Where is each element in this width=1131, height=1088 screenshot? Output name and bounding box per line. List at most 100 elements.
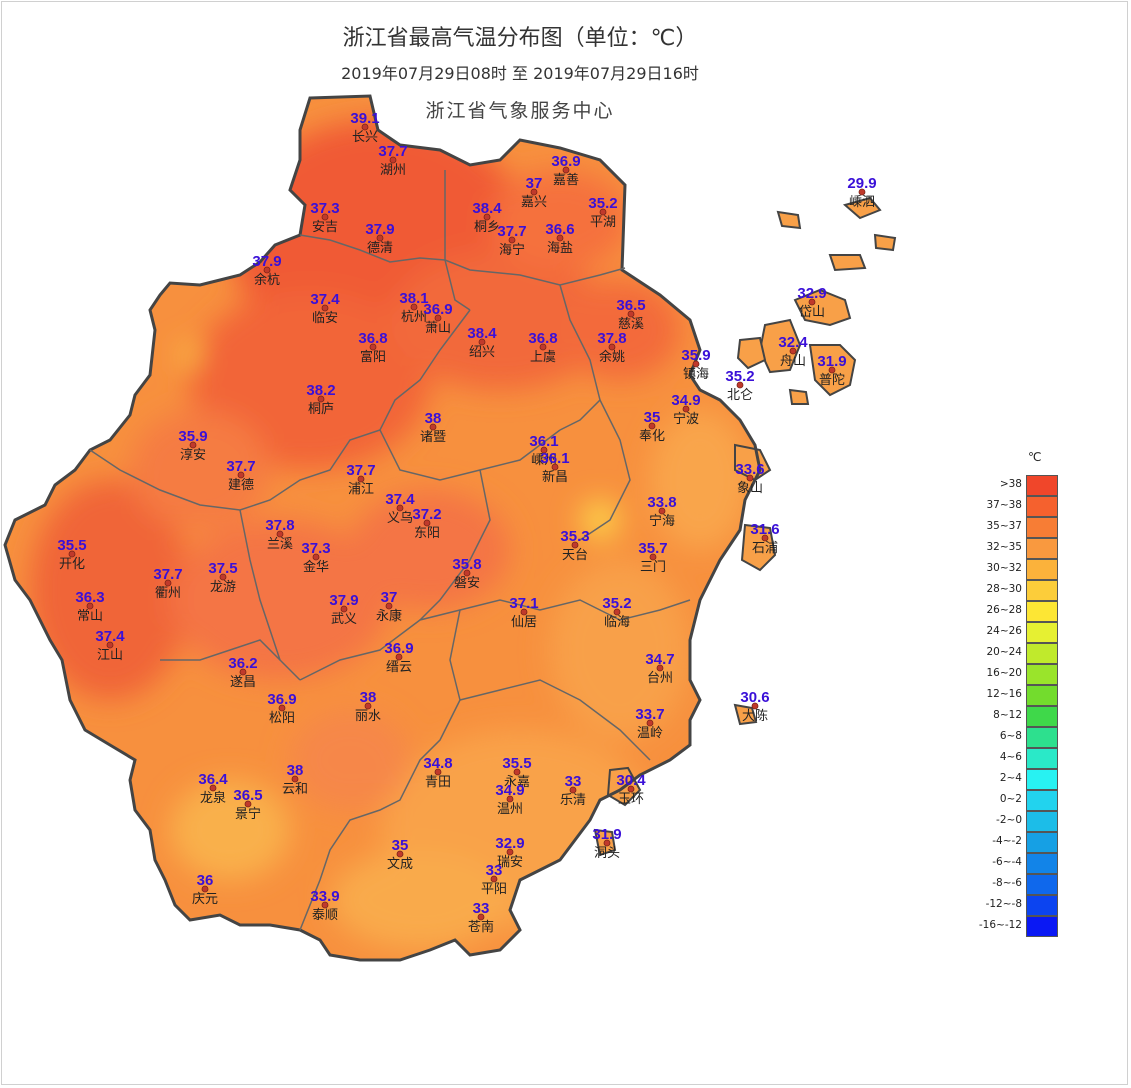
station-value: 37.7	[153, 566, 182, 583]
station-name: 义乌	[387, 510, 413, 526]
station-marker	[562, 166, 570, 174]
station-marker	[321, 901, 329, 909]
station-value: 33.7	[635, 706, 664, 723]
station-32: 37.7 建德	[226, 458, 255, 493]
station-name: 长兴	[352, 130, 378, 145]
station-name: 余姚	[599, 349, 625, 365]
station-name: 嘉善	[553, 172, 579, 188]
station-name: 瑞安	[497, 855, 523, 870]
station-marker	[317, 395, 325, 403]
station-value: 35.2	[588, 195, 617, 212]
station-value: 36.6	[545, 221, 574, 238]
station-marker	[463, 569, 471, 577]
station-name: 诸暨	[420, 430, 446, 445]
station-value: 36.2	[228, 655, 257, 672]
legend-item: 37~38	[968, 496, 1060, 517]
station-marker	[278, 704, 286, 712]
station-value: 31.9	[817, 353, 846, 370]
station-name: 海宁	[499, 242, 525, 258]
station-67: 30.4 玉环	[616, 772, 646, 807]
station-value: 34.8	[423, 755, 452, 772]
station-name: 三门	[640, 560, 666, 575]
station-39: 31.6 石浦	[750, 521, 779, 556]
station-value: 37.7	[346, 462, 375, 479]
station-marker	[656, 664, 664, 672]
station-48: 37.9 武义	[329, 592, 358, 627]
station-marker	[556, 234, 564, 242]
station-value: 37.9	[252, 253, 281, 270]
station-name: 桐庐	[308, 402, 334, 417]
station-name: 临海	[604, 615, 630, 630]
legend-item: 28~30	[968, 580, 1060, 601]
station-name: 舟山	[780, 354, 806, 369]
station-marker	[106, 641, 114, 649]
station-46: 35.8 磐安	[452, 556, 481, 591]
legend-swatch	[1026, 559, 1058, 580]
station-value: 32.9	[797, 285, 826, 302]
station-name: 苍南	[468, 919, 494, 935]
station-15: 32.9 岱山	[797, 285, 826, 320]
station-28: 38 诸暨	[420, 410, 446, 445]
station-marker	[648, 422, 656, 430]
station-marker	[423, 519, 431, 527]
station-value: 37.7	[378, 143, 407, 160]
legend-label: 16~20	[986, 667, 1022, 679]
station-54: 36.2 遂昌	[228, 655, 257, 690]
station-name: 石浦	[752, 541, 778, 556]
station-value: 33.9	[310, 888, 339, 905]
station-value: 36	[197, 872, 214, 889]
legend-swatch	[1026, 916, 1058, 937]
station-70: 32.9 瑞安	[495, 835, 524, 870]
station-name: 平湖	[590, 215, 616, 230]
station-2: 36.9 嘉善	[551, 153, 580, 188]
legend-label: 37~38	[986, 499, 1022, 511]
station-value: 37.9	[329, 592, 358, 609]
station-value: 35.2	[602, 595, 631, 612]
station-value: 31.9	[592, 826, 621, 843]
legend-item: 30~32	[968, 559, 1060, 580]
station-name: 新昌	[542, 469, 568, 485]
station-19: 36.8 上虞	[528, 330, 557, 365]
station-name: 景宁	[235, 806, 261, 822]
station-name: 大陈	[742, 708, 768, 724]
station-5: 29.9 嵊泗	[847, 175, 876, 210]
station-name: 浦江	[348, 482, 374, 497]
station-value: 38.4	[472, 200, 502, 217]
legend-swatch	[1026, 748, 1058, 769]
station-marker	[858, 188, 866, 196]
station-marker	[429, 423, 437, 431]
station-41: 37.3 金华	[301, 540, 330, 575]
station-name: 金华	[303, 559, 329, 575]
station-marker	[244, 800, 252, 808]
legend-label: 2~4	[999, 772, 1022, 784]
station-name: 象山	[737, 481, 763, 496]
legend-item: 24~26	[968, 622, 1060, 643]
station-marker	[477, 913, 485, 921]
station-44: 37.7 衢州	[153, 566, 182, 601]
station-marker	[736, 381, 744, 389]
station-9: 37.7 海宁	[497, 223, 526, 258]
station-marker	[506, 795, 514, 803]
station-name: 湖州	[380, 163, 406, 178]
legend-swatch	[1026, 895, 1058, 916]
station-61: 36.4 龙泉	[198, 771, 228, 806]
station-49: 37 永康	[376, 589, 402, 624]
station-40: 35.5 开化	[57, 537, 86, 572]
station-marker	[263, 266, 271, 274]
station-name: 奉化	[639, 429, 665, 444]
station-name: 嵊州	[531, 453, 557, 468]
station-12: 37.4 临安	[310, 291, 340, 326]
station-26: 34.9 宁波	[671, 392, 700, 427]
station-value: 35.2	[725, 368, 754, 385]
station-3: 37 嘉兴	[521, 175, 547, 210]
station-value: 37.4	[385, 491, 415, 508]
station-value: 37.7	[497, 223, 526, 240]
legend-item: >38	[968, 475, 1060, 496]
legend-item: -8~-6	[968, 874, 1060, 895]
station-marker	[608, 343, 616, 351]
station-marker	[569, 786, 577, 794]
station-name: 云和	[282, 782, 308, 797]
station-name: 兰溪	[267, 537, 293, 552]
station-name: 镇海	[683, 367, 709, 382]
legend-item: 26~28	[968, 601, 1060, 622]
